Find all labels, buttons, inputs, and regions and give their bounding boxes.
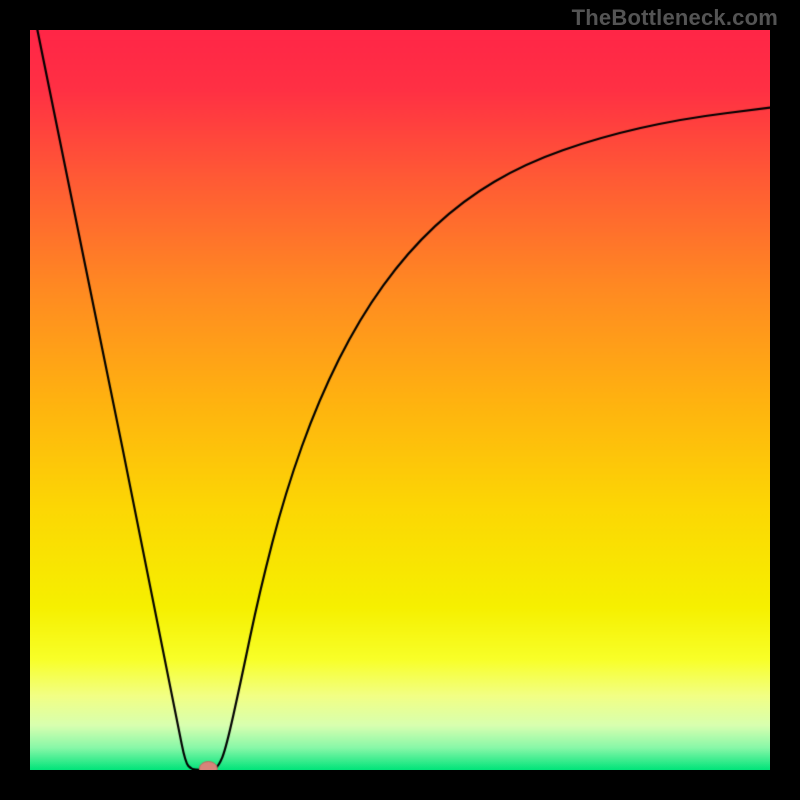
watermark-text: TheBottleneck.com (572, 5, 778, 31)
plot-frame (0, 0, 800, 800)
optimal-point-marker (30, 30, 770, 770)
chart-stage: TheBottleneck.com (0, 0, 800, 800)
